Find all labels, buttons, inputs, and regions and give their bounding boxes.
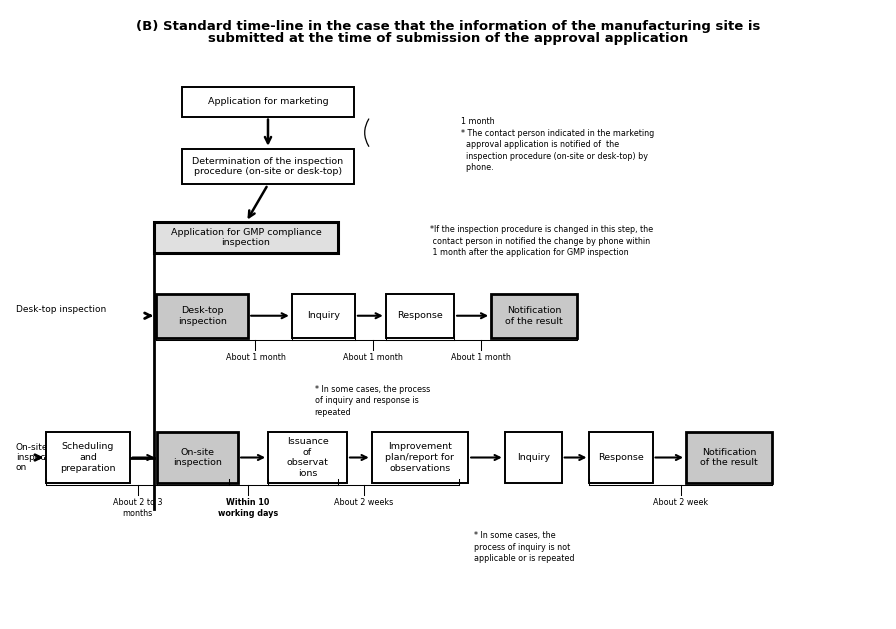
Text: Scheduling
and
preparation: Scheduling and preparation	[60, 442, 116, 473]
FancyBboxPatch shape	[372, 432, 469, 483]
Text: Determination of the inspection
procedure (on-site or desk-top): Determination of the inspection procedur…	[193, 157, 343, 176]
FancyBboxPatch shape	[183, 148, 354, 184]
Text: (B) Standard time-line in the case that the information of the manufacturing sit: (B) Standard time-line in the case that …	[136, 20, 760, 33]
FancyBboxPatch shape	[504, 432, 562, 483]
Text: *If the inspection procedure is changed in this step, the
 contact person in not: *If the inspection procedure is changed …	[430, 225, 653, 257]
Text: * In some cases, the process
of inquiry and response is
repeated: * In some cases, the process of inquiry …	[314, 386, 430, 416]
Text: Response: Response	[599, 453, 644, 462]
Text: Notification
of the result: Notification of the result	[700, 448, 758, 467]
Text: On-site
inspecti
on: On-site inspecti on	[16, 443, 52, 472]
Text: Desk-top
inspection: Desk-top inspection	[177, 306, 227, 326]
Text: On-site
inspection: On-site inspection	[173, 448, 222, 467]
Text: About 2 weeks: About 2 weeks	[334, 498, 393, 507]
FancyBboxPatch shape	[154, 222, 339, 253]
Text: Notification
of the result: Notification of the result	[505, 306, 563, 326]
FancyBboxPatch shape	[183, 87, 354, 116]
Text: Application for marketing: Application for marketing	[208, 97, 328, 106]
FancyBboxPatch shape	[268, 432, 347, 483]
FancyBboxPatch shape	[292, 294, 355, 338]
FancyBboxPatch shape	[686, 432, 772, 483]
Text: Issuance
of
observat
ions: Issuance of observat ions	[287, 437, 329, 478]
Text: Response: Response	[397, 311, 443, 320]
Text: Inquiry: Inquiry	[517, 453, 549, 462]
Text: * In some cases, the
process of inquiry is not
applicable or is repeated: * In some cases, the process of inquiry …	[474, 532, 575, 563]
Text: About 1 month: About 1 month	[343, 353, 403, 362]
FancyBboxPatch shape	[47, 432, 130, 483]
FancyBboxPatch shape	[158, 432, 238, 483]
Text: About 2 to 3
months: About 2 to 3 months	[113, 498, 162, 518]
Text: About 2 week: About 2 week	[653, 498, 708, 507]
FancyBboxPatch shape	[491, 294, 577, 338]
Text: submitted at the time of submission of the approval application: submitted at the time of submission of t…	[208, 32, 688, 45]
Text: About 1 month: About 1 month	[452, 353, 512, 362]
Text: Inquiry: Inquiry	[306, 311, 340, 320]
Text: Desk-top inspection: Desk-top inspection	[16, 305, 107, 314]
Text: 1 month
* The contact person indicated in the marketing
  approval application i: 1 month * The contact person indicated i…	[461, 117, 654, 172]
Text: Application for GMP compliance
inspection: Application for GMP compliance inspectio…	[170, 228, 322, 247]
Text: About 1 month: About 1 month	[226, 353, 286, 362]
FancyBboxPatch shape	[156, 294, 248, 338]
FancyBboxPatch shape	[385, 294, 454, 338]
Text: Within 10
working days: Within 10 working days	[218, 498, 278, 518]
Text: Improvement
plan/report for
observations: Improvement plan/report for observations	[385, 442, 454, 473]
FancyBboxPatch shape	[590, 432, 652, 483]
